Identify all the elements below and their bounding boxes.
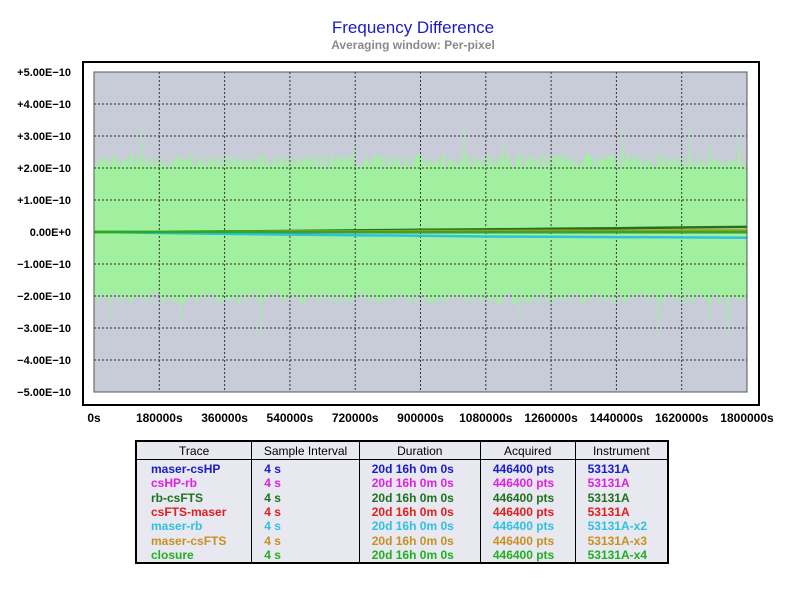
legend-cell-acquired: 446400 pts [479,504,576,520]
x-tick-label: 540000s [267,411,314,425]
legend-cell-duration: 20d 16h 0m 0s [358,547,481,563]
legend-cell-interval: 4 s [251,547,360,563]
x-tick-label: 180000s [136,411,183,425]
x-tick-label: 1620000s [655,411,709,425]
legend-cell-acquired: 446400 pts [479,547,576,563]
legend-cell-duration: 20d 16h 0m 0s [358,519,481,534]
y-tick-label: +2.00E−10 [17,163,71,175]
y-tick-label: −5.00E−10 [17,387,71,399]
legend-header-row: Trace Sample Interval Duration Acquired … [135,440,669,460]
legend-cell-duration: 20d 16h 0m 0s [358,476,481,491]
y-tick-label: +1.00E−10 [17,195,71,207]
y-tick-label: −3.00E−10 [17,323,71,335]
legend-cell-instrument: 53131A-x4 [574,547,669,563]
series-line-maser-rb [93,230,748,240]
x-tick-label: 1080000s [459,411,513,425]
legend-cell-trace: maser-csFTS [135,533,253,548]
legend-row: maser-csFTS 4 s 20d 16h 0m 0s 446400 pts 531… [135,533,669,548]
legend-cell-interval: 4 s [251,504,360,520]
x-tick-label: 360000s [201,411,248,425]
legend-cell-acquired: 446400 pts [479,476,576,491]
legend-cell-interval: 4 s [251,476,360,491]
legend-cell-instrument: 53131A [574,504,669,520]
legend-cell-trace: rb-csFTS [135,490,253,505]
legend-cell-instrument: 53131A [574,459,669,477]
chart-svg: +5.00E−10 +4.00E−10 +3.00E−10 +2.00E−10 +1.0… [17,67,774,425]
legend-cell-instrument: 53131A [574,476,669,491]
legend-header-instrument: Instrument [574,440,669,460]
y-tick-label: 0.00E+0 [30,227,71,239]
y-tick-label: −4.00E−10 [17,355,71,367]
legend-table: Trace Sample Interval Duration Acquired … [135,440,669,564]
legend-cell-instrument: 53131A-x2 [574,519,669,534]
x-tick-label: 0s [87,411,101,425]
x-tick-label: 720000s [332,411,379,425]
legend-cell-trace: maser-rb [135,519,253,534]
x-tick-label: 1800000s [720,411,774,425]
legend-cell-instrument: 53131A [574,490,669,505]
legend-row: maser-csHP 4 s 20d 16h 0m 0s 446400 pts 5313… [135,459,669,477]
legend-body: maser-csHP 4 s 20d 16h 0m 0s 446400 pts 5313… [135,459,669,563]
legend-cell-trace: maser-csHP [135,459,253,477]
legend-cell-duration: 20d 16h 0m 0s [358,533,481,548]
y-tick-label: +4.00E−10 [17,99,71,111]
legend-cell-interval: 4 s [251,459,360,477]
legend-row: csHP-rb 4 s 20d 16h 0m 0s 446400 pts 53131A [135,476,669,491]
x-tick-label: 900000s [397,411,444,425]
legend-header-acquired: Acquired [479,440,576,460]
legend-cell-trace: csHP-rb [135,476,253,491]
legend-cell-trace: closure [135,547,253,563]
legend-row: maser-rb 4 s 20d 16h 0m 0s 446400 pts 53131A… [135,519,669,534]
legend-cell-trace: csFTS-maser [135,504,253,520]
legend-cell-duration: 20d 16h 0m 0s [358,459,481,477]
legend-cell-interval: 4 s [251,490,360,505]
legend-row: csFTS-maser 4 s 20d 16h 0m 0s 446400 pts 531… [135,504,669,520]
y-tick-label: −2.00E−10 [17,291,71,303]
legend-cell-interval: 4 s [251,533,360,548]
legend-header-interval: Sample Interval [251,440,360,460]
chart-title: Frequency Difference [331,18,495,37]
chart-subtitle: Averaging window: Per-pixel [331,38,495,52]
legend-cell-duration: 20d 16h 0m 0s [358,490,481,505]
legend-cell-duration: 20d 16h 0m 0s [358,504,481,520]
y-tick-label: +5.00E−10 [17,67,71,79]
legend-row: closure 4 s 20d 16h 0m 0s 446400 pts 53131A-… [135,547,669,563]
plot-border [93,71,748,393]
legend-header-trace: Trace [135,440,253,460]
legend-cell-acquired: 446400 pts [479,533,576,548]
legend-cell-acquired: 446400 pts [479,459,576,477]
x-tick-label: 1440000s [590,411,644,425]
legend-cell-acquired: 446400 pts [479,490,576,505]
legend-cell-interval: 4 s [251,519,360,534]
legend-cell-acquired: 446400 pts [479,519,576,534]
y-tick-label: −1.00E−10 [17,259,71,271]
x-tick-label: 1260000s [524,411,578,425]
legend-cell-instrument: 53131A-x3 [574,533,669,548]
legend-row: rb-csFTS 4 s 20d 16h 0m 0s 446400 pts 53131A [135,490,669,505]
y-tick-label: +3.00E−10 [17,131,71,143]
legend-header-duration: Duration [358,440,481,460]
